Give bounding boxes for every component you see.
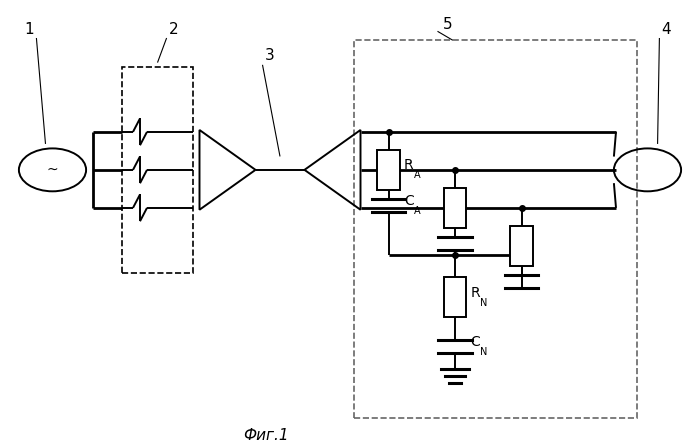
Text: 4: 4 [662, 21, 671, 37]
Text: C: C [470, 335, 480, 349]
Bar [354, 40, 637, 418]
Text: Фиг.1: Фиг.1 [243, 428, 289, 443]
Bar [444, 277, 466, 317]
Bar [444, 188, 466, 228]
Text: A: A [414, 170, 420, 180]
Text: A: A [414, 206, 420, 216]
Text: 1: 1 [25, 21, 34, 37]
Text: N: N [480, 298, 488, 308]
Text: R: R [470, 286, 480, 300]
Bar [510, 226, 533, 266]
Text: ~: ~ [47, 163, 58, 177]
Text: N: N [480, 347, 488, 357]
Text: R: R [404, 158, 414, 173]
Text: C: C [404, 194, 414, 208]
Bar [377, 150, 400, 190]
Text: 5: 5 [443, 17, 453, 32]
Text: 2: 2 [169, 21, 178, 37]
Bar [122, 67, 192, 273]
Text: 3: 3 [265, 48, 274, 63]
